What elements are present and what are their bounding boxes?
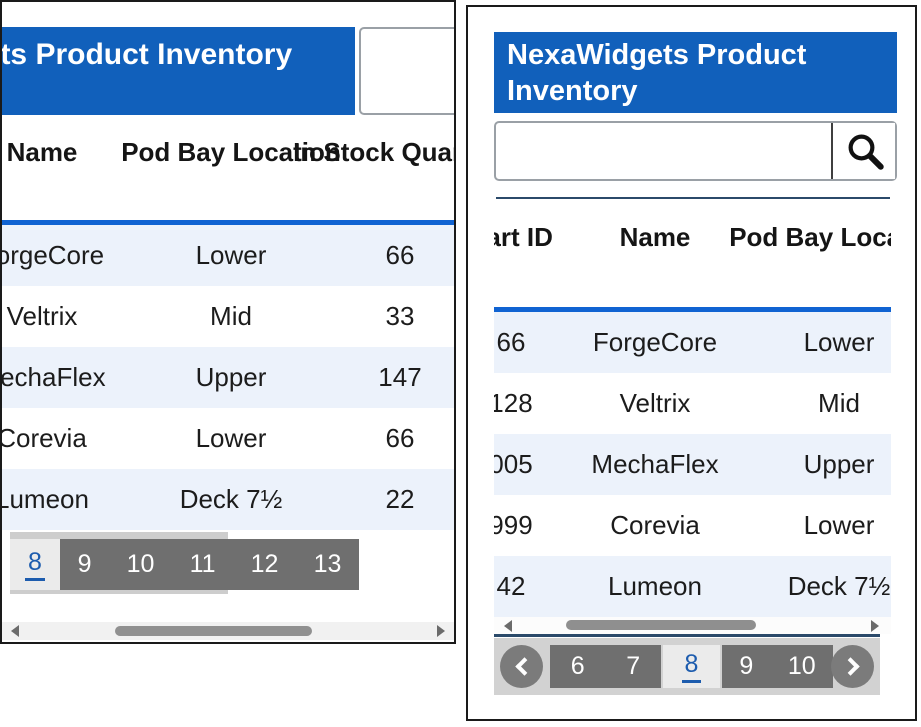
page-button-current[interactable]: 8 — [10, 539, 60, 590]
cell-name: MechaFlex — [591, 449, 719, 479]
cell-pod-bay-location: Lower — [803, 327, 875, 357]
cell-name: Lumeon — [2, 484, 89, 514]
scrollbar-thumb[interactable] — [115, 626, 312, 636]
table-row[interactable]: 66 ForgeCore Lower 66 — [494, 312, 891, 373]
scroll-left-arrow-icon[interactable] — [504, 620, 512, 632]
table-row[interactable]: 128 Veltrix Mid 33 — [2, 286, 454, 347]
header-divider — [494, 307, 891, 312]
page-button[interactable]: 10 — [126, 550, 155, 578]
inventory-window-narrow: NexaWidgets Product Inventory Part ID — [0, 0, 456, 644]
cell-name: Veltrix — [619, 388, 691, 418]
horizontal-scrollbar[interactable] — [2, 622, 454, 640]
table-scroll-area[interactable]: Part ID Name Pod Bay Location In Stock Q… — [494, 203, 891, 620]
section-rule — [496, 197, 890, 199]
cell-name: ForgeCore — [2, 240, 105, 270]
column-header-pod-bay-location: Pod Bay Location — [121, 137, 341, 167]
inventory-window-mobile: NexaWidgets Product Inventory Part ID Na… — [466, 5, 917, 721]
scroll-right-arrow-icon[interactable] — [437, 625, 445, 637]
page-button-group: 9 10 11 12 13 — [60, 539, 359, 590]
cell-in-stock-quantity: 147 — [378, 362, 422, 392]
column-header-pod-bay-location: Pod Bay Location — [729, 222, 891, 252]
table-row[interactable]: 128 Veltrix Mid 33 — [494, 373, 891, 434]
column-header-name: Name — [6, 137, 78, 167]
previous-page-button[interactable] — [500, 645, 543, 688]
cell-part-id: 42 — [496, 571, 526, 601]
cell-name: Corevia — [2, 423, 87, 453]
page-button-group: 6 7 — [550, 645, 661, 688]
cell-in-stock-quantity: 66 — [385, 423, 415, 453]
cell-name: Corevia — [610, 510, 700, 540]
cell-in-stock-quantity: 33 — [385, 301, 415, 331]
table-row[interactable]: 66 ForgeCore Lower 66 — [2, 225, 454, 286]
cell-pod-bay-location: Deck 7½ — [787, 571, 891, 601]
table-row[interactable]: 42 Lumeon Deck 7½ 22 — [494, 556, 891, 617]
table-header-row: Part ID Name Pod Bay Location In Stock Q… — [494, 217, 891, 305]
column-header-in-stock-quantity: In Stock Quantity — [293, 137, 454, 167]
pager-rule — [494, 634, 880, 637]
page-button-group: 9 10 — [722, 645, 833, 688]
cell-part-id: 66 — [496, 327, 526, 357]
page-button[interactable]: 9 — [739, 652, 754, 680]
search-input[interactable] — [361, 29, 454, 113]
cell-in-stock-quantity: 66 — [385, 240, 415, 270]
cell-name: Veltrix — [6, 301, 78, 331]
table-header-row: Part ID Name Pod Bay Location In Stock Q… — [2, 132, 454, 218]
cell-part-id: 999 — [494, 510, 533, 540]
search-control — [494, 121, 897, 181]
cell-pod-bay-location: Upper — [195, 362, 267, 392]
page-button[interactable]: 6 — [570, 652, 585, 680]
column-header-name: Name — [619, 222, 691, 252]
cell-part-id: 128 — [494, 388, 533, 418]
page-button[interactable]: 13 — [313, 550, 342, 578]
table-row[interactable]: 999 Corevia Lower 66 — [2, 408, 454, 469]
pagination: 6 7 8 9 10 — [494, 638, 880, 695]
scrollbar-thumb[interactable] — [566, 620, 756, 630]
page-button[interactable]: 9 — [77, 550, 92, 578]
page-title-text: NexaWidgets Product Inventory — [507, 39, 807, 107]
cell-pod-bay-location: Deck 7½ — [179, 484, 283, 514]
next-page-button[interactable] — [831, 645, 874, 688]
page-number-current[interactable]: 8 — [681, 650, 702, 683]
search-button[interactable] — [835, 123, 895, 179]
table-scroll-area[interactable]: NexaWidgets Product Inventory Part ID — [2, 25, 454, 580]
search-divider — [831, 123, 833, 179]
cell-in-stock-quantity: 22 — [385, 484, 415, 514]
table-row[interactable]: 005 MechaFlex Upper 147 — [494, 434, 891, 495]
cell-pod-bay-location: Lower — [195, 240, 267, 270]
search-input[interactable] — [496, 123, 826, 179]
page-title: NexaWidgets Product Inventory — [2, 27, 355, 115]
chevron-left-icon — [514, 657, 534, 676]
cell-pod-bay-location: Upper — [803, 449, 875, 479]
search-control — [359, 27, 454, 115]
table-row[interactable]: 999 Corevia Lower 66 — [494, 495, 891, 556]
page-title-text: NexaWidgets Product Inventory — [2, 38, 293, 71]
cell-part-id: 005 — [494, 449, 533, 479]
scroll-right-arrow-icon[interactable] — [871, 620, 879, 632]
page-button[interactable]: 12 — [250, 550, 279, 578]
page-title: NexaWidgets Product Inventory — [494, 32, 897, 113]
scroll-left-arrow-icon[interactable] — [11, 625, 19, 637]
page-number-current[interactable]: 8 — [25, 548, 45, 581]
page-button-current[interactable]: 8 — [663, 645, 720, 688]
cell-pod-bay-location: Lower — [803, 510, 875, 540]
cell-pod-bay-location: Mid — [210, 301, 252, 331]
cell-name: Lumeon — [608, 571, 702, 601]
page-button[interactable]: 11 — [189, 550, 216, 578]
column-header-part-id: Part ID — [494, 222, 553, 252]
search-icon — [848, 134, 884, 170]
page-button[interactable]: 10 — [787, 652, 816, 680]
page-button[interactable]: 7 — [626, 652, 641, 680]
cell-pod-bay-location: Lower — [195, 423, 267, 453]
table-row[interactable]: 42 Lumeon Deck 7½ 22 — [2, 469, 454, 530]
cell-name: MechaFlex — [2, 362, 106, 392]
horizontal-scrollbar[interactable] — [494, 617, 891, 634]
cell-name: ForgeCore — [592, 327, 718, 357]
chevron-right-icon — [840, 657, 860, 676]
cell-pod-bay-location: Mid — [818, 388, 860, 418]
table-row[interactable]: 005 MechaFlex Upper 147 — [2, 347, 454, 408]
header-divider — [2, 220, 454, 225]
